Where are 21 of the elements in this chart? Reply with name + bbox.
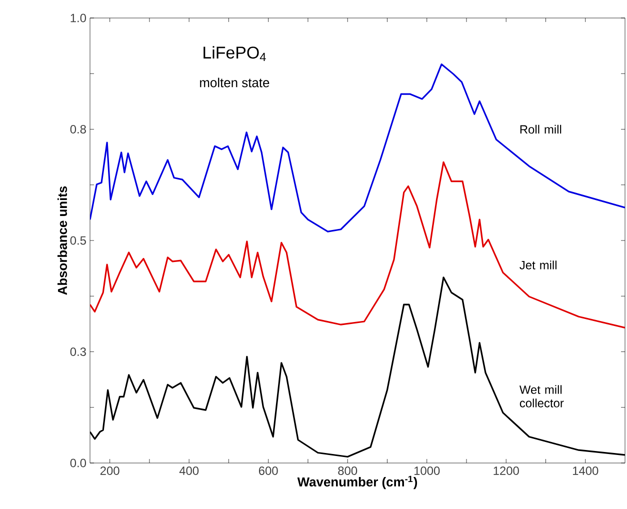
- x-tick-label: 600: [258, 466, 278, 475]
- x-tick-label: 1400: [572, 466, 598, 475]
- y-tick-label: 0.8: [70, 125, 86, 134]
- x-tick-label: 1000: [414, 466, 440, 475]
- line-series: [90, 63, 626, 232]
- y-tick-label: 0.3: [70, 348, 86, 356]
- line-series: [90, 161, 626, 329]
- x-tick-label: 200: [100, 466, 120, 475]
- x-axis-title: Wavenumber (cm$^{-1}$): [297, 476, 418, 490]
- y-tick-label: 0.0: [70, 458, 86, 468]
- annotation: molten state: [200, 78, 270, 88]
- x-tick-label: 800: [338, 466, 358, 475]
- y-tick-label: 0.5: [70, 236, 86, 245]
- series-label: Jet mill: [520, 260, 556, 270]
- y-axis-title: Absorbance units: [58, 186, 68, 295]
- y-tick-label: 1.0: [70, 14, 86, 22]
- annotation: LiFePO$_{4}$: [204, 46, 266, 62]
- series-label: Wet mill collector: [519, 385, 564, 408]
- x-tick-label: 1200: [494, 466, 519, 475]
- x-tick-label: 400: [179, 466, 199, 475]
- series-label: Roll mill: [520, 124, 562, 134]
